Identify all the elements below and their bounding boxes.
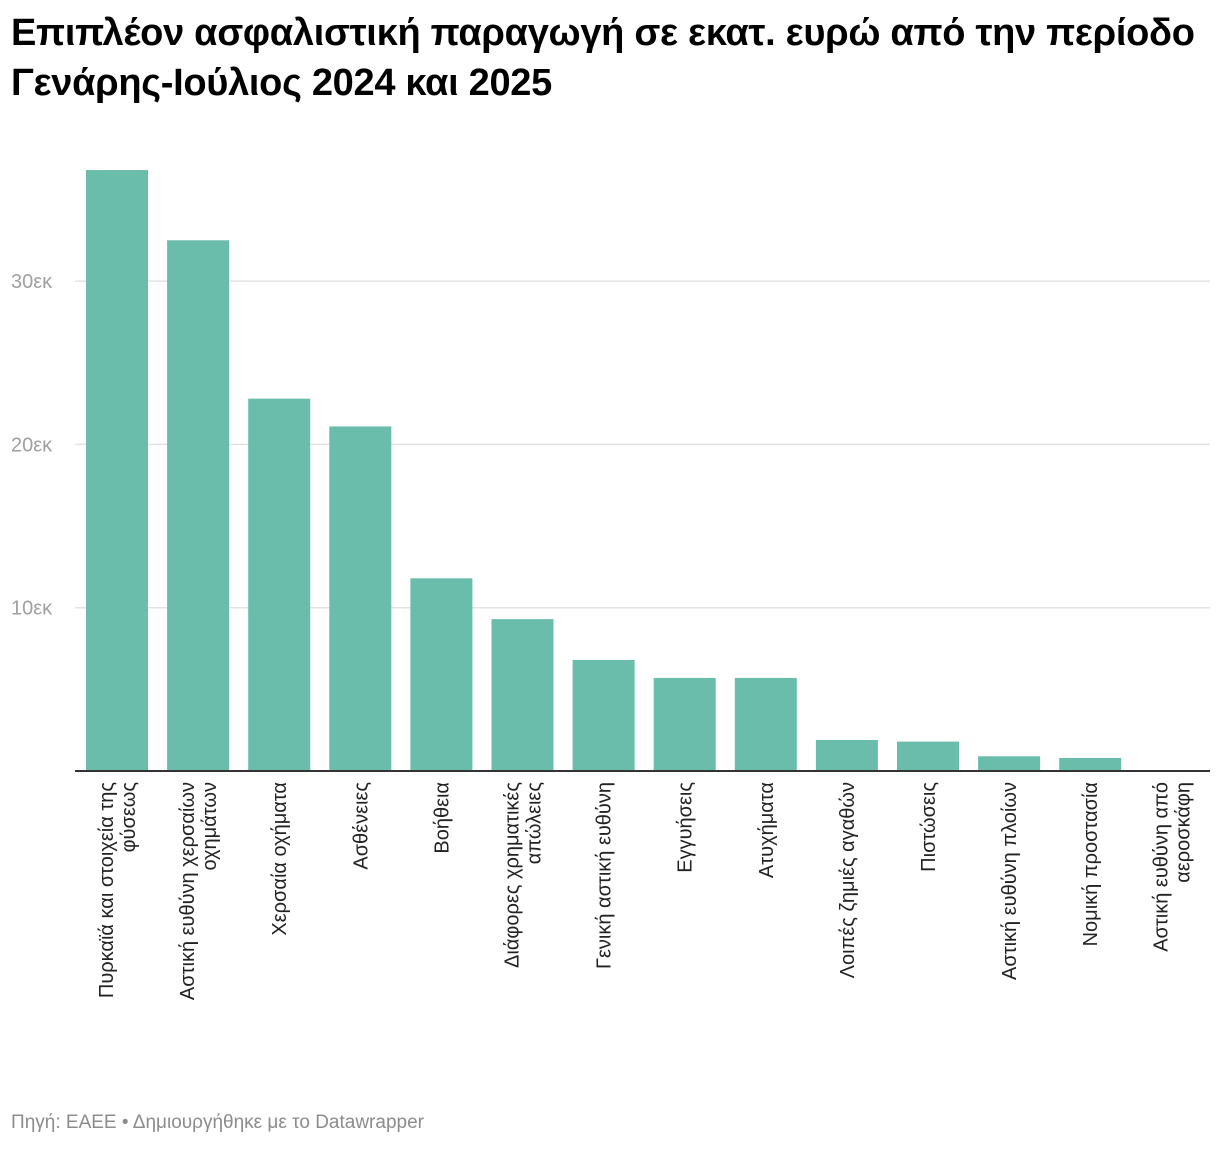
x-tick-label: Πυρκαϊά και στοιχεία της — [96, 782, 118, 998]
x-tick-label: Πιστώσεις — [918, 782, 940, 872]
x-axis-ticks: Πυρκαϊά και στοιχεία της φύσεως Αστική ευθ… — [96, 782, 1194, 1000]
bar[interactable] — [572, 659, 635, 771]
bar[interactable] — [329, 426, 392, 771]
bar[interactable] — [897, 741, 959, 771]
source-note: Πηγή: ΕΑΕΕ — [11, 1112, 117, 1133]
x-tick-label: Αστική ευθύνη από — [1150, 782, 1172, 952]
bar[interactable] — [86, 170, 148, 771]
bars — [86, 170, 1203, 771]
bar-chart: 10εκ 20εκ 30εκ Πυρκαϊά και στοιχεία της φύσ… — [11, 170, 1210, 1000]
bar[interactable] — [1059, 757, 1122, 771]
y-tick-label: 10εκ — [11, 598, 53, 620]
x-tick-label: Νομική προστασία — [1080, 782, 1102, 946]
bar[interactable] — [734, 677, 797, 771]
x-tick-label: οχημάτων — [199, 782, 221, 871]
y-axis-ticks: 10εκ 20εκ 30εκ — [11, 271, 53, 620]
bar[interactable] — [167, 240, 230, 771]
x-tick-label: Λοιπές ζημιές αγαθών — [837, 782, 859, 978]
footer-separator: • — [121, 1112, 129, 1133]
x-tick-label: Αστική ευθύνη πλοίων — [999, 782, 1021, 980]
y-tick-label: 30εκ — [11, 271, 53, 293]
x-tick-label: απώλειες — [524, 782, 546, 865]
x-tick-label: Ατυχήματα — [756, 782, 778, 878]
credit-link[interactable]: Δημιουργήθηκε με το Datawrapper — [132, 1112, 424, 1133]
bar[interactable] — [815, 739, 878, 771]
bar[interactable] — [978, 756, 1041, 771]
bar[interactable] — [410, 578, 473, 771]
chart-footer: Πηγή: ΕΑΕΕ • Δημιουργήθηκε με το Datawra… — [11, 1112, 424, 1134]
bar[interactable] — [491, 619, 554, 771]
x-tick-label: φύσεως — [118, 782, 140, 853]
x-tick-label: Βοήθεια — [431, 782, 453, 854]
y-tick-label: 20εκ — [11, 434, 53, 456]
x-tick-label: Αστική ευθύνη χερσαίων — [177, 782, 199, 1000]
x-tick-label: Διάφορες χρηματικές — [502, 782, 524, 968]
x-tick-label: Χερσαία οχήματα — [269, 782, 291, 936]
gridlines — [75, 280, 1210, 609]
chart-title: Επιπλέον ασφαλιστική παραγωγή σε εκατ. ε… — [11, 12, 1195, 104]
x-tick-label: Εγγυήσεις — [675, 782, 697, 873]
bar[interactable] — [653, 677, 716, 771]
x-tick-label: Ασθένειες — [350, 782, 372, 870]
x-tick-label: Γενική αστική ευθύνη — [594, 782, 616, 969]
x-tick-label: αεροσκάφη — [1172, 782, 1194, 883]
bar[interactable] — [248, 398, 311, 771]
